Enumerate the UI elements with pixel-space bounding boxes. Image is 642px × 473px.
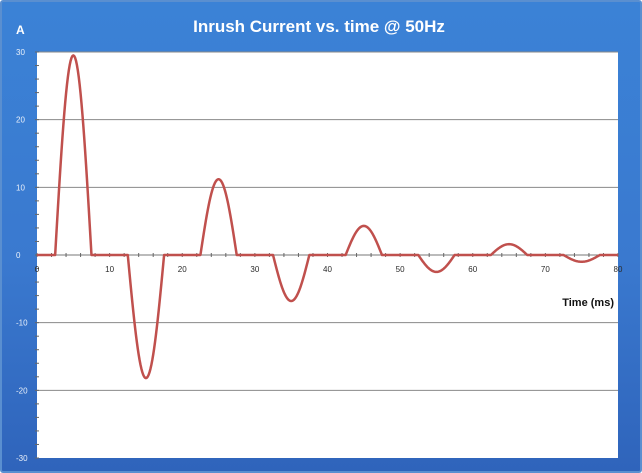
x-tick-label: 80: [614, 265, 623, 274]
x-tick-label: 10: [105, 265, 114, 274]
y-tick-label: 10: [16, 183, 25, 192]
tick-labels: -30 -20 -10 0 10 20 30 0 10 20 30 40 50 60 70 80: [16, 48, 623, 463]
x-tick-label: 40: [323, 265, 332, 274]
y-tick-label: -20: [16, 386, 28, 395]
x-tick-label: 50: [396, 265, 405, 274]
y-axis-unit: A: [16, 23, 25, 37]
x-axis-title: Time (ms): [562, 297, 614, 309]
x-tick-label: 60: [468, 265, 477, 274]
chart-title: Inrush Current vs. time @ 50Hz: [193, 17, 445, 36]
y-tick-label: -30: [16, 454, 28, 463]
y-tick-label: 30: [16, 48, 25, 57]
y-tick-label: -10: [16, 319, 28, 328]
y-tick-label: 20: [16, 116, 25, 125]
x-tick-label: 70: [541, 265, 550, 274]
x-tick-label: 30: [250, 265, 259, 274]
y-tick-label: 0: [16, 251, 21, 260]
x-tick-label: 0: [35, 265, 40, 274]
x-tick-label: 20: [178, 265, 187, 274]
series-line: [37, 54, 618, 380]
